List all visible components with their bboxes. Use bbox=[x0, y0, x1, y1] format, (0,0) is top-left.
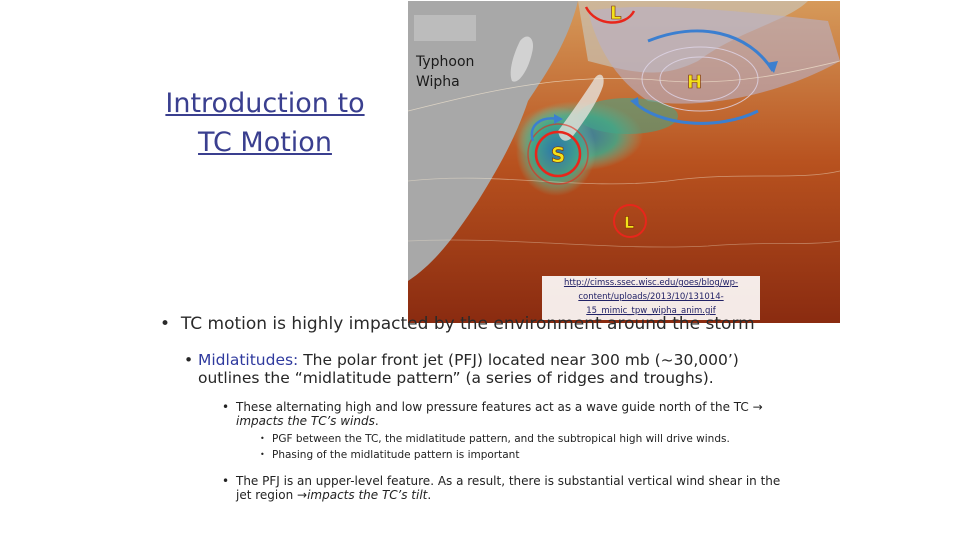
sub-bullet-1-text: PGF between the TC, the midlatitude patt… bbox=[272, 433, 730, 445]
bullet-3-text: These alternating high and low pressure … bbox=[236, 400, 749, 414]
map-marker-low-top: L bbox=[610, 3, 621, 24]
title-line-1: Introduction to bbox=[165, 88, 365, 119]
tpw-map-graphic: L H S L bbox=[408, 1, 840, 323]
bullet-dot: • bbox=[184, 351, 194, 369]
sub-bullet-item: • PGF between the TC, the midlatitude pat… bbox=[260, 431, 812, 447]
bullet-dot: • bbox=[222, 474, 230, 488]
bullet-2-heading: Midlatitudes: bbox=[198, 351, 299, 369]
source-link-line-1: http://cimss.ssec.wisc.edu/goes/blog/wp- bbox=[563, 278, 739, 288]
bullet-dot: • bbox=[160, 314, 181, 334]
bullet-dot: • bbox=[260, 450, 265, 459]
slide-title: Introduction to TC Motion bbox=[160, 84, 370, 162]
bullet-dot: • bbox=[260, 434, 265, 443]
bullet-3-emphasis: impacts the TC’s winds bbox=[236, 414, 375, 428]
bullet-level-1: • TC motion is highly impacted by the en… bbox=[160, 313, 800, 335]
right-arrow-icon: → bbox=[297, 488, 308, 502]
bullet-5-text: The PFJ is an upper-level feature. As a … bbox=[236, 474, 781, 502]
bullet-2-text: The polar front jet (PFJ) located near 3… bbox=[198, 351, 739, 387]
source-link-line-2: content/uploads/2013/10/131014- bbox=[578, 292, 724, 302]
image-source-link[interactable]: http://cimss.ssec.wisc.edu/goes/blog/wp-… bbox=[542, 276, 760, 320]
bullet-pfj-shear: • The PFJ is an upper-level feature. As a… bbox=[222, 474, 796, 502]
typhoon-label-line-2: Wipha bbox=[416, 74, 460, 90]
typhoon-satellite-map: L H S L bbox=[408, 1, 840, 323]
bullet-midlatitudes: • Midlatitudes: The polar front jet (PFJ)… bbox=[184, 351, 798, 387]
map-marker-low-bottom: L bbox=[624, 213, 634, 232]
bullet-dot: • bbox=[222, 400, 230, 414]
source-link-line-3: 15_mimic_tpw_wipha_anim.gif bbox=[586, 306, 716, 316]
sub-bullet-2-text: Phasing of the midlatitude pattern is im… bbox=[272, 449, 520, 461]
typhoon-label: Typhoon Wipha bbox=[416, 52, 474, 92]
bullet-1-text: TC motion is highly impacted by the envi… bbox=[180, 314, 755, 334]
bullet-3-end: . bbox=[374, 414, 379, 428]
bullet-5-emphasis: impacts the TC’s tilt bbox=[307, 488, 428, 502]
right-arrow-icon: → bbox=[752, 400, 763, 414]
map-marker-high: H bbox=[687, 72, 702, 93]
bullet-5-end: . bbox=[427, 488, 432, 502]
title-line-2: TC Motion bbox=[198, 127, 332, 158]
sub-bullet-list: • PGF between the TC, the midlatitude pat… bbox=[260, 431, 812, 463]
bullet-wave-guide: • These alternating high and low pressure… bbox=[222, 400, 796, 428]
map-marker-storm: S bbox=[551, 143, 565, 167]
sub-bullet-item: • Phasing of the midlatitude pattern is i… bbox=[260, 447, 812, 463]
typhoon-label-line-1: Typhoon bbox=[416, 54, 475, 70]
